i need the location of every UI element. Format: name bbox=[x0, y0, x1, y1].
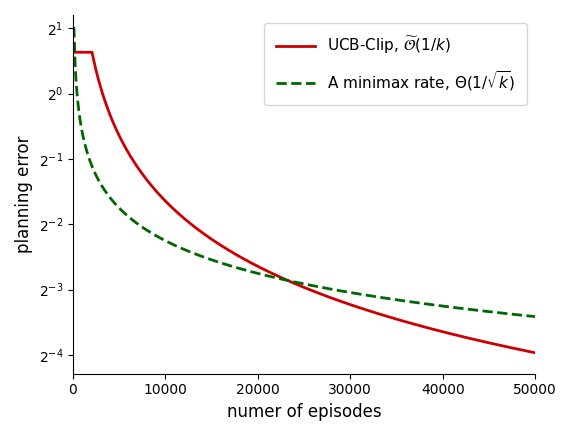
A minimax rate, $\Theta(1/\sqrt{k})$ bbox=[412, 300, 419, 305]
X-axis label: numer of episodes: numer of episodes bbox=[227, 403, 382, 421]
A minimax rate, $\Theta(1/\sqrt{k})$ bbox=[348, 290, 355, 295]
UCB-Clip, $\widetilde{\mathcal{O}}(1/k)$ bbox=[101, 97, 108, 102]
UCB-Clip, $\widetilde{\mathcal{O}}(1/k)$ bbox=[70, 50, 77, 55]
A minimax rate, $\Theta(1/\sqrt{k})$ bbox=[320, 285, 327, 290]
UCB-Clip, $\widetilde{\mathcal{O}}(1/k)$ bbox=[532, 350, 539, 355]
UCB-Clip, $\widetilde{\mathcal{O}}(1/k)$ bbox=[181, 216, 188, 221]
A minimax rate, $\Theta(1/\sqrt{k})$ bbox=[181, 247, 188, 252]
Y-axis label: planning error: planning error bbox=[15, 136, 33, 253]
Line: UCB-Clip, $\widetilde{\mathcal{O}}(1/k)$: UCB-Clip, $\widetilde{\mathcal{O}}(1/k)$ bbox=[73, 52, 535, 353]
Line: A minimax rate, $\Theta(1/\sqrt{k})$: A minimax rate, $\Theta(1/\sqrt{k})$ bbox=[73, 28, 535, 317]
UCB-Clip, $\widetilde{\mathcal{O}}(1/k)$ bbox=[247, 260, 253, 265]
UCB-Clip, $\widetilde{\mathcal{O}}(1/k)$ bbox=[412, 322, 419, 327]
Legend: UCB-Clip, $\widetilde{\mathcal{O}}(1/k)$, A minimax rate, $\Theta(1/\sqrt{k})$: UCB-Clip, $\widetilde{\mathcal{O}}(1/k)$… bbox=[264, 23, 527, 105]
UCB-Clip, $\widetilde{\mathcal{O}}(1/k)$ bbox=[348, 302, 355, 307]
A minimax rate, $\Theta(1/\sqrt{k})$ bbox=[101, 187, 108, 192]
A minimax rate, $\Theta(1/\sqrt{k})$ bbox=[70, 26, 77, 31]
UCB-Clip, $\widetilde{\mathcal{O}}(1/k)$ bbox=[320, 293, 327, 298]
A minimax rate, $\Theta(1/\sqrt{k})$ bbox=[247, 269, 253, 274]
A minimax rate, $\Theta(1/\sqrt{k})$ bbox=[532, 314, 539, 319]
